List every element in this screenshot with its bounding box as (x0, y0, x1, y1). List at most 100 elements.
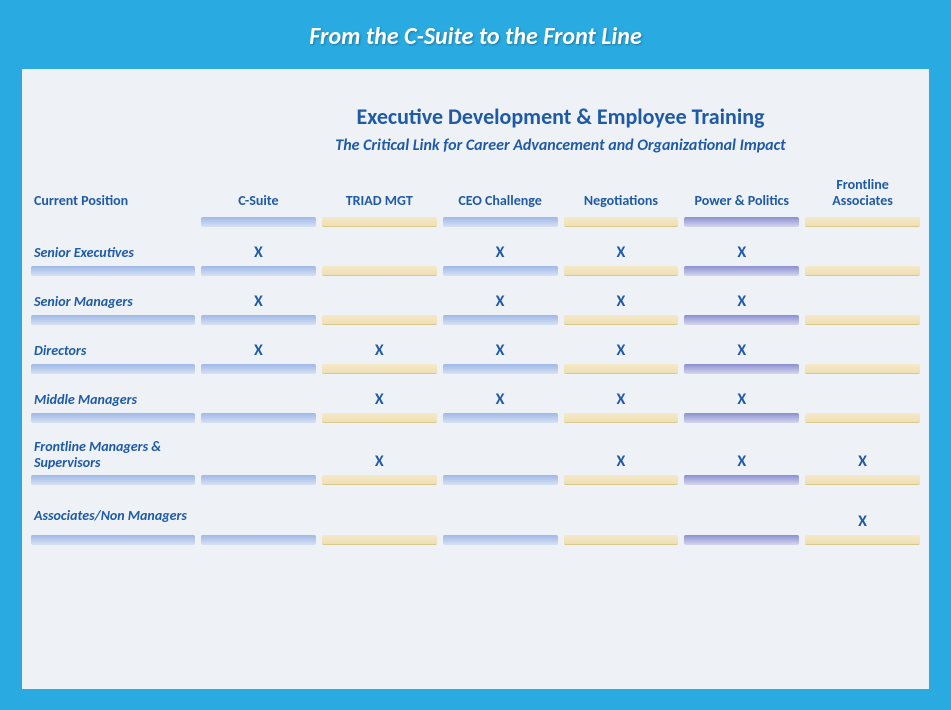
chip-blue (201, 413, 316, 423)
matrix-cell (440, 429, 561, 475)
row-chip-cell (681, 315, 802, 325)
chip-cream (322, 475, 437, 485)
chip-cream (564, 315, 679, 325)
row-chip-cell (802, 315, 923, 325)
row-chip-cell (198, 315, 319, 325)
position-label: Frontline Managers & Supervisors (28, 429, 198, 475)
matrix-cell: X (561, 429, 682, 475)
row-header-label: Current Position (28, 169, 198, 217)
chip-blue (201, 266, 316, 276)
matrix-cell: X (440, 380, 561, 413)
chip-cream (564, 413, 679, 423)
section-title: Executive Development & Employee Trainin… (198, 77, 923, 134)
chip-blue (201, 315, 316, 325)
row-chip-cell (681, 364, 802, 374)
matrix-cell: X (681, 331, 802, 364)
spacer (802, 545, 923, 551)
column-header: C-Suite (198, 169, 319, 217)
row-chip-lead (28, 315, 198, 325)
chip-blue (31, 413, 195, 423)
chip-cream (322, 315, 437, 325)
row-chip-cell (802, 364, 923, 374)
chip-cream (564, 475, 679, 485)
chip-cream (322, 413, 437, 423)
row-chip-cell (198, 266, 319, 276)
matrix-cell: X (440, 233, 561, 266)
position-label: Senior Managers (28, 282, 198, 315)
header-chip-cell (681, 217, 802, 227)
chip-purple (684, 315, 799, 325)
spacer (681, 545, 802, 551)
chip-cream (322, 217, 437, 227)
row-chip-cell (198, 413, 319, 423)
header-chip-cell (561, 217, 682, 227)
row-chip-cell (319, 364, 440, 374)
matrix-cell: X (681, 282, 802, 315)
chip-purple (684, 535, 799, 545)
spacer (28, 545, 198, 551)
matrix-cell: X (561, 331, 682, 364)
column-header: Negotiations (561, 169, 682, 217)
header-chip-cell (198, 217, 319, 227)
matrix-cell (319, 233, 440, 266)
chip-cream (564, 535, 679, 545)
matrix-cell: X (681, 233, 802, 266)
chip-blue (31, 315, 195, 325)
matrix-cell (802, 331, 923, 364)
matrix-cell: X (319, 429, 440, 475)
row-chip-cell (440, 475, 561, 485)
row-chip-cell (681, 413, 802, 423)
matrix-cell: X (561, 380, 682, 413)
chip-blue (31, 535, 195, 545)
matrix-cell: X (802, 429, 923, 475)
chip-cream (564, 266, 679, 276)
chip-blue (443, 266, 558, 276)
row-chip-cell (681, 266, 802, 276)
row-chip-cell (561, 266, 682, 276)
row-chip-lead (28, 413, 198, 423)
matrix-cell: X (440, 282, 561, 315)
matrix-cell: X (198, 331, 319, 364)
row-chip-cell (319, 413, 440, 423)
row-chip-cell (440, 413, 561, 423)
header-chip-cell (440, 217, 561, 227)
chip-cream (322, 364, 437, 374)
row-chip-cell (561, 315, 682, 325)
chip-cream (805, 535, 920, 545)
matrix-cell (802, 282, 923, 315)
page-title: From the C-Suite to the Front Line (0, 0, 951, 69)
matrix-cell: X (198, 282, 319, 315)
chip-cream (564, 217, 679, 227)
chip-cream (322, 266, 437, 276)
row-chip-lead (28, 475, 198, 485)
matrix-cell (440, 491, 561, 535)
chip-blue (31, 364, 195, 374)
row-chip-cell (198, 364, 319, 374)
row-chip-cell (198, 475, 319, 485)
matrix-cell: X (440, 331, 561, 364)
row-chip-cell (561, 535, 682, 545)
row-chip-cell (681, 535, 802, 545)
chip-blue (443, 413, 558, 423)
row-chip-lead (28, 535, 198, 545)
matrix-cell: X (319, 331, 440, 364)
chip-purple (684, 364, 799, 374)
position-label: Senior Executives (28, 233, 198, 266)
chip-blue (201, 217, 316, 227)
row-chip-cell (440, 364, 561, 374)
row-chip-cell (440, 315, 561, 325)
row-chip-cell (198, 535, 319, 545)
chip-blue (31, 475, 195, 485)
column-header: Power & Politics (681, 169, 802, 217)
chip-cream (805, 364, 920, 374)
chip-spacer (28, 217, 198, 227)
spacer (198, 545, 319, 551)
column-header: Frontline Associates (802, 169, 923, 217)
row-chip-cell (561, 364, 682, 374)
chip-blue (443, 475, 558, 485)
chip-blue (443, 364, 558, 374)
matrix-cell (198, 380, 319, 413)
chip-blue (443, 315, 558, 325)
row-chip-cell (561, 413, 682, 423)
chip-purple (684, 413, 799, 423)
